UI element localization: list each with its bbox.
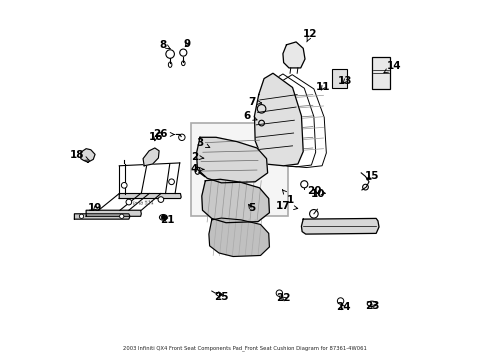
Text: 11: 11	[315, 82, 329, 93]
Circle shape	[161, 215, 165, 220]
Text: 13: 13	[337, 76, 351, 86]
Polygon shape	[283, 42, 305, 68]
Text: 20: 20	[307, 186, 325, 197]
Circle shape	[120, 214, 123, 219]
Text: 23: 23	[365, 301, 379, 311]
Polygon shape	[143, 148, 159, 166]
Text: 3: 3	[196, 138, 209, 148]
Text: 24: 24	[336, 302, 350, 312]
FancyBboxPatch shape	[191, 123, 287, 216]
Polygon shape	[208, 218, 269, 257]
Polygon shape	[81, 149, 95, 162]
Circle shape	[309, 210, 318, 218]
Polygon shape	[301, 219, 378, 234]
FancyBboxPatch shape	[331, 69, 346, 88]
Circle shape	[121, 183, 127, 188]
Text: 16: 16	[148, 132, 163, 142]
Text: 2003 Infiniti QX4 Front Seat Components Pad_Front Seat Cushion Diagram for 87361: 2003 Infiniti QX4 Front Seat Components …	[122, 345, 366, 351]
Polygon shape	[86, 210, 141, 216]
Text: lo lo 511: lo lo 511	[132, 200, 153, 206]
Text: 19: 19	[88, 203, 102, 213]
Text: 22: 22	[276, 293, 290, 303]
Text: 14: 14	[383, 61, 401, 73]
Text: 6: 6	[243, 111, 257, 121]
Text: 2: 2	[191, 152, 203, 162]
Text: 17: 17	[276, 201, 297, 211]
Text: 4: 4	[190, 164, 203, 174]
Text: 10: 10	[310, 189, 324, 199]
Text: 12: 12	[303, 29, 317, 42]
Text: 15: 15	[364, 171, 379, 181]
Polygon shape	[202, 179, 269, 223]
Circle shape	[168, 179, 174, 185]
Polygon shape	[119, 194, 181, 198]
Text: 26: 26	[153, 130, 174, 139]
Text: 7: 7	[248, 97, 261, 107]
Polygon shape	[254, 73, 303, 166]
Text: 18: 18	[70, 150, 89, 161]
Text: 25: 25	[214, 292, 228, 302]
Text: 9: 9	[183, 39, 190, 49]
Polygon shape	[74, 214, 130, 219]
Text: 8: 8	[160, 40, 170, 50]
Circle shape	[158, 197, 163, 202]
Text: 21: 21	[160, 215, 174, 225]
Circle shape	[126, 199, 131, 205]
FancyBboxPatch shape	[371, 57, 389, 89]
Circle shape	[79, 214, 83, 219]
Text: 1: 1	[282, 190, 294, 204]
Circle shape	[300, 181, 307, 188]
Polygon shape	[196, 137, 267, 183]
Text: 5: 5	[247, 203, 255, 213]
